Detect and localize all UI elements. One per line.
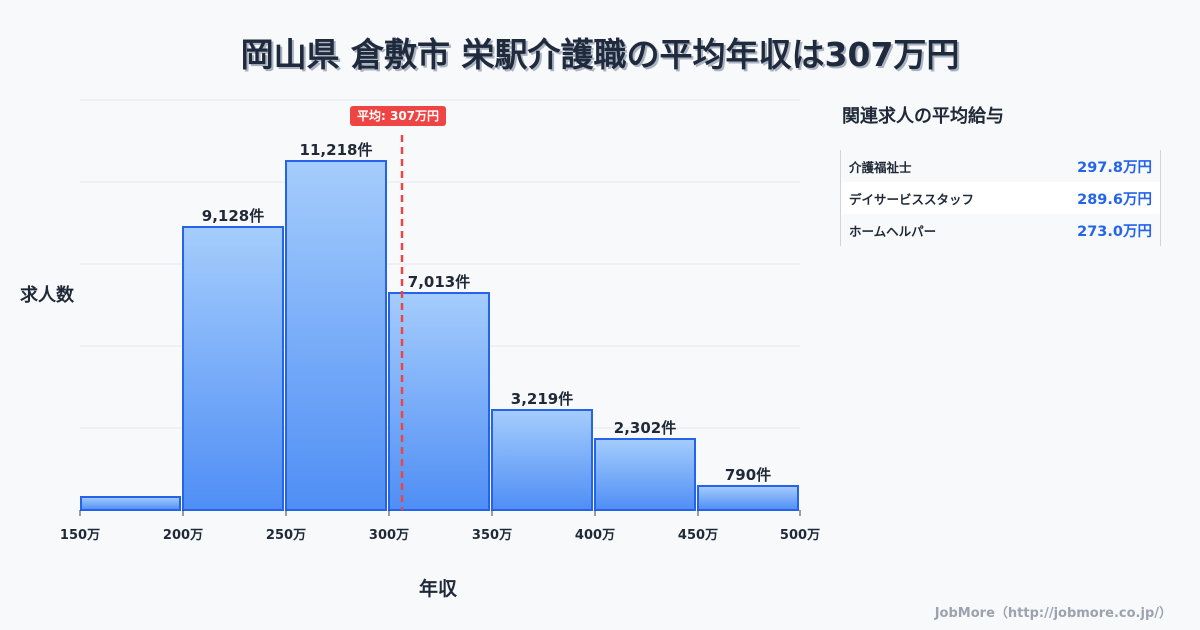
source-credit: JobMore（http://jobmore.co.jp/）	[934, 606, 1172, 621]
x-tick-label: 250万	[265, 528, 307, 543]
job-name: ホームヘルパー	[849, 223, 937, 239]
x-tick-label: 450万	[677, 528, 719, 543]
bar-250-300	[285, 160, 387, 511]
salary-row: 介護福祉士 297.8万円	[841, 150, 1160, 182]
x-axis-label: 年収	[419, 578, 458, 600]
job-name: デイサービススタッフ	[849, 191, 975, 207]
average-badge: 平均: 307万円	[350, 106, 447, 126]
bars	[80, 160, 799, 511]
bar-350-400	[491, 409, 593, 511]
bar-200-250	[182, 226, 284, 511]
x-tick-label: 350万	[471, 528, 513, 543]
chart-canvas	[79, 99, 801, 516]
histogram-chart: 平均: 307万円 求人数 年収 9,128件 11,218件 7,013件 3…	[20, 99, 821, 600]
job-salary: 273.0万円	[1077, 223, 1152, 240]
bar-300-350	[388, 292, 490, 511]
related-salaries-panel: 関連求人の平均給与 介護福祉士 297.8万円 デイサービススタッフ 289.6…	[840, 102, 1161, 246]
bar-label: 790件	[724, 466, 772, 484]
x-ticks	[79, 510, 801, 516]
x-tick-label: 300万	[368, 528, 410, 543]
salary-row: デイサービススタッフ 289.6万円	[841, 182, 1160, 214]
bar-label: 7,013件	[407, 273, 471, 291]
x-tick-label: 500万	[779, 528, 821, 543]
y-axis-label: 求人数	[20, 285, 74, 306]
salary-row: ホームヘルパー 273.0万円	[841, 214, 1160, 246]
job-salary: 289.6万円	[1077, 191, 1152, 208]
related-salaries-title: 関連求人の平均給与	[842, 106, 1004, 127]
bar-label: 11,218件	[299, 141, 373, 159]
bar-450-500	[697, 485, 799, 511]
x-tick-label: 150万	[59, 528, 101, 543]
related-salaries-table: 介護福祉士 297.8万円 デイサービススタッフ 289.6万円 ホームヘルパー…	[840, 150, 1161, 246]
bar-label: 2,302件	[613, 419, 677, 437]
page-title: 岡山県 倉敷市 栄駅介護職の平均年収は307万円	[240, 35, 960, 74]
x-tick-label: 400万	[574, 528, 616, 543]
job-salary: 297.8万円	[1077, 159, 1152, 176]
bar-150-200	[80, 496, 181, 511]
x-tick-label: 200万	[162, 528, 204, 543]
bar-400-450	[594, 438, 696, 511]
bar-label: 3,219件	[510, 390, 574, 408]
bar-label: 9,128件	[201, 207, 265, 225]
job-name: 介護福祉士	[849, 159, 912, 175]
